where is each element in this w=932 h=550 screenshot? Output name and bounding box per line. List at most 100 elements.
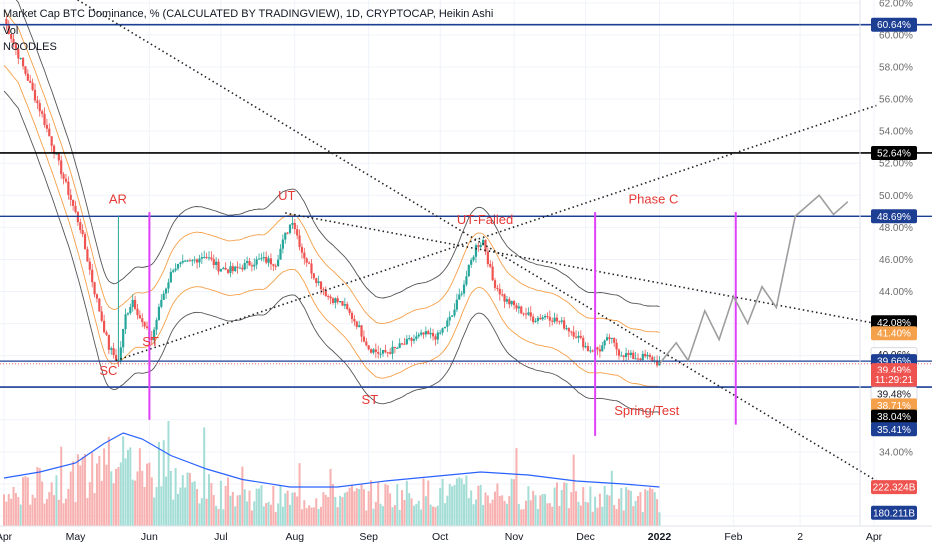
vol-indicator-label[interactable]: Vol — [3, 25, 19, 37]
volume-bar — [33, 497, 36, 526]
volume-bar — [372, 508, 375, 526]
candle-body — [470, 260, 473, 265]
volume-bar — [355, 488, 358, 526]
volume-bar — [284, 493, 287, 526]
volume-bar — [486, 495, 489, 526]
volume-bar — [424, 496, 427, 526]
volume-bar — [451, 486, 454, 526]
volume-bar — [610, 470, 613, 526]
volume-bar — [53, 495, 56, 526]
candle-body — [248, 261, 251, 266]
volume-bar — [441, 478, 444, 526]
annotation-label: AR — [109, 191, 127, 206]
volume-bar — [174, 468, 177, 526]
candle-body — [522, 313, 525, 315]
volume-bar — [510, 478, 513, 526]
candle-body — [517, 306, 520, 309]
volume-bar — [186, 472, 189, 526]
volume-bar — [74, 502, 77, 526]
volume-bar — [260, 485, 263, 526]
volume-bar — [277, 503, 280, 526]
volume-bar — [560, 489, 563, 526]
volume-bar — [198, 503, 201, 526]
volume-bar — [193, 481, 196, 526]
trend-line — [115, 104, 877, 362]
volume-bar — [157, 442, 160, 526]
volume-bar — [55, 475, 58, 526]
volume-bar — [138, 448, 141, 526]
candle-body — [460, 293, 463, 295]
candle-body — [186, 260, 189, 262]
trend-line — [285, 212, 877, 325]
price-badge — [871, 145, 917, 160]
price-badge — [871, 409, 917, 424]
volume-bar — [641, 512, 644, 526]
candle-body — [651, 356, 654, 362]
candle-body — [267, 258, 270, 263]
candle-body — [303, 252, 306, 259]
candle-body — [217, 261, 220, 272]
time-tick-label: Jul — [214, 531, 227, 543]
candle-body — [472, 256, 475, 261]
volume-bar — [572, 454, 575, 526]
volume-bar — [555, 482, 558, 526]
candle-body — [560, 320, 563, 322]
candle-body — [374, 349, 377, 352]
trend-line — [76, 0, 877, 482]
volume-bar — [196, 489, 199, 526]
candle-body — [48, 128, 51, 137]
candle-body — [305, 258, 308, 263]
candle-body — [567, 328, 571, 332]
candle-body — [279, 248, 282, 260]
volume-bar — [184, 487, 187, 526]
volume-bar — [606, 494, 609, 526]
volume-bar — [7, 494, 10, 526]
candle-body — [174, 268, 177, 271]
candle-body — [417, 334, 420, 337]
candle-body — [69, 194, 72, 200]
price-tick-label: 50.00% — [879, 191, 913, 202]
volume-bar — [527, 486, 530, 526]
volume-bar — [217, 508, 220, 526]
volume-bar — [107, 436, 110, 526]
volume-bar — [238, 494, 241, 526]
candle-body — [145, 326, 149, 328]
candle-body — [446, 320, 449, 327]
volume-bar — [269, 504, 272, 526]
candle-body — [369, 349, 373, 353]
candle-body — [524, 313, 528, 315]
candle-body — [489, 264, 492, 267]
volume-bar — [403, 499, 406, 526]
candle-body — [529, 312, 532, 317]
annotation-label: UT — [278, 188, 295, 203]
volume-bar — [253, 501, 256, 526]
volume-bar — [434, 507, 437, 526]
candle-body — [632, 352, 635, 360]
price-badge-text: 48.69% — [877, 212, 911, 223]
volume-bar — [29, 504, 32, 526]
price-tick-label: 34.00% — [879, 447, 913, 458]
price-tick-label: 60.00% — [879, 30, 913, 41]
candle-body — [212, 259, 215, 266]
price-badge-text: 180.211B — [873, 508, 915, 519]
candle-body — [451, 315, 454, 317]
volume-bar — [436, 505, 439, 526]
volume-bar — [243, 489, 246, 526]
candle-body — [384, 349, 387, 353]
volume-bar — [76, 454, 79, 526]
candle-body — [505, 299, 509, 302]
candle-body — [238, 267, 242, 269]
volume-bar — [222, 509, 225, 526]
horizontal-lines — [0, 23, 932, 388]
candle-body — [281, 239, 284, 249]
candle-body — [589, 350, 592, 352]
volume-bar — [177, 493, 179, 526]
candle-body — [322, 289, 325, 291]
volume-bar — [405, 480, 408, 526]
noodles-indicator-label[interactable]: NOODLES — [3, 41, 57, 53]
candle-body — [150, 337, 153, 341]
candle-body — [539, 317, 542, 320]
volume-bar — [615, 509, 618, 526]
candle-body — [412, 339, 416, 341]
candle-body — [465, 276, 468, 285]
